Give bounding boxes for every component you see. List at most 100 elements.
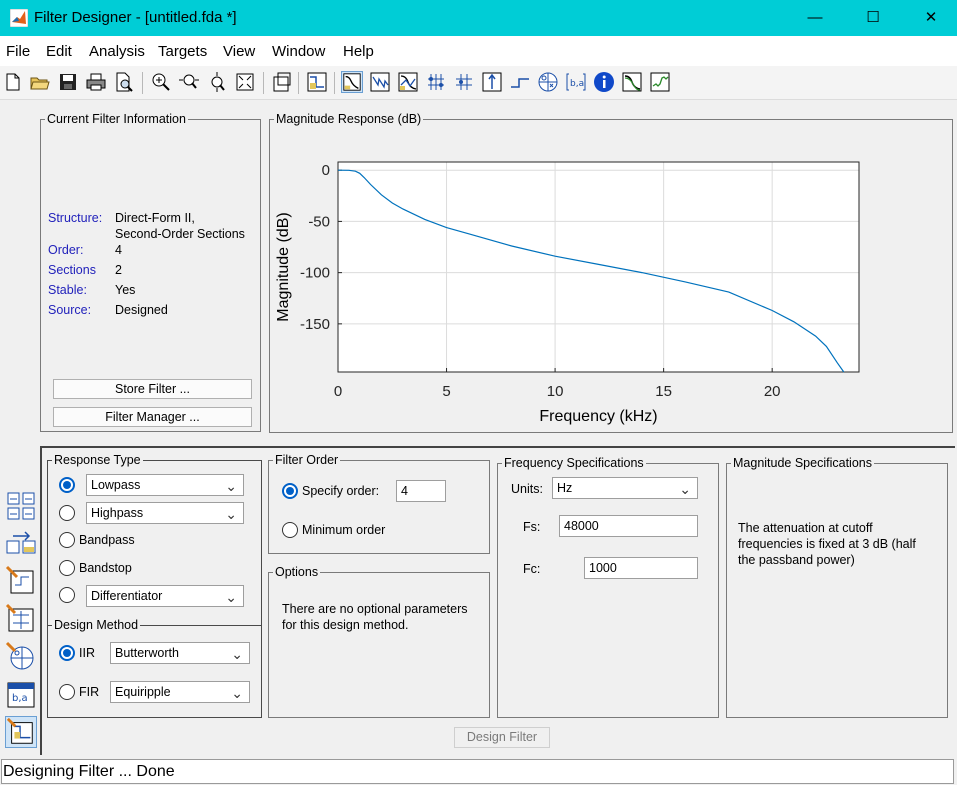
magnitude-estimate-icon[interactable] [621,71,643,93]
chevron-down-icon [225,476,237,498]
lowpass-dropdown[interactable]: Lowpass [86,474,244,496]
frequency-specs-panel: Frequency Specifications Units: Hz Fs: 4… [497,456,719,718]
order-input[interactable]: 4 [396,480,446,502]
panel-title: Magnitude Response (dB) [274,112,424,126]
minimize-button[interactable]: — [807,9,823,26]
maximize-button[interactable]: ☐ [866,9,880,26]
sidebar-coefficients-icon[interactable]: b,a [5,679,37,711]
units-dropdown[interactable]: Hz [552,477,698,499]
coefficients-icon[interactable]: b,a [565,71,587,93]
new-figure-icon[interactable] [270,71,292,93]
iir-radio[interactable] [59,645,75,661]
plot-area [337,161,860,373]
zoom-in-icon[interactable] [150,71,172,93]
iir-label[interactable]: IIR [79,646,95,660]
minimum-order-radio[interactable] [282,522,298,538]
options-panel: Options There are no optional parameters… [268,565,490,718]
highpass-radio[interactable] [59,505,75,521]
structure-value-line-2: Second-Order Sections [115,227,245,241]
magnitude-response-icon[interactable] [341,71,363,93]
fir-label[interactable]: FIR [79,685,100,699]
store-filter-button[interactable]: Store Filter ... [53,379,252,399]
bandpass-radio[interactable] [59,532,75,548]
design-filter-icon[interactable] [5,716,37,748]
sections-label: Sections [48,263,96,277]
phase-response-icon[interactable] [369,71,391,93]
filter-manager-button[interactable]: Filter Manager ... [53,407,252,427]
fir-method-value: Equiripple [115,685,171,699]
differentiator-dropdown-value: Differentiator [91,589,163,603]
print-preview-icon[interactable] [113,71,135,93]
menu-targets[interactable]: Targets [158,43,208,60]
round-off-noise-icon[interactable] [649,71,671,93]
menu-view[interactable]: View [223,43,256,60]
differentiator-radio[interactable] [59,587,75,603]
x-tick-label: 10 [547,383,564,400]
menu-analysis[interactable]: Analysis [89,43,145,60]
order-label: Order: [48,243,84,257]
options-note: There are no optional parameters [282,602,468,616]
toolbar-separator [334,72,335,94]
magnitude-response-chart[interactable]: 0 5 10 15 20 0 -50 -100 -150 Frequency (kHz) Mag… [270,128,952,432]
iir-method-value: Butterworth [115,646,179,660]
transform-filter-icon[interactable] [5,490,37,522]
fs-input[interactable]: 48000 [559,515,698,537]
lowpass-radio[interactable] [59,477,75,493]
structure-label: Structure: [48,211,103,225]
group-delay-icon[interactable] [425,71,447,93]
chevron-down-icon [231,644,243,666]
magnitude-specs-note-line-3: the passband power) [738,553,855,567]
menu-window[interactable]: Window [272,43,326,60]
zoom-x-icon[interactable] [178,71,200,93]
realize-model-icon[interactable] [5,565,37,597]
pole-zero-editor-icon[interactable] [5,641,37,673]
zoom-y-icon[interactable] [206,71,228,93]
chevron-down-icon [231,683,243,705]
full-view-icon[interactable] [234,71,256,93]
magnitude-specs-note-line-2: frequencies is fixed at 3 dB (half [738,537,916,551]
highpass-dropdown[interactable]: Highpass [86,502,244,524]
panel-title: Magnitude Specifications [731,456,874,470]
mag-phase-icon[interactable] [397,71,419,93]
close-button[interactable]: ✕ [924,9,938,26]
filter-info-icon[interactable] [593,71,615,93]
phase-delay-icon[interactable] [453,71,475,93]
y-tick-label: -100 [300,265,330,282]
import-filter-icon[interactable] [5,603,37,635]
fir-radio[interactable] [59,684,75,700]
fc-input[interactable]: 1000 [584,557,698,579]
bandpass-label[interactable]: Bandpass [79,533,135,547]
fir-method-dropdown[interactable]: Equiripple [110,681,250,703]
save-icon[interactable] [57,71,79,93]
print-icon[interactable] [85,71,107,93]
order-value: 4 [115,243,122,257]
current-filter-info-panel: Current Filter Information Structure: Di… [40,112,261,432]
create-multirate-icon[interactable] [5,527,37,559]
specify-order-radio[interactable] [282,483,298,499]
menu-file[interactable]: File [6,43,31,60]
plot-background [338,162,859,372]
bandstop-label[interactable]: Bandstop [79,561,132,575]
minimum-order-label[interactable]: Minimum order [302,523,386,537]
x-tick-label: 15 [655,383,672,400]
iir-method-dropdown[interactable]: Butterworth [110,642,250,664]
step-response-icon[interactable] [509,71,531,93]
open-icon[interactable] [29,71,51,93]
fs-label: Fs: [523,520,541,534]
toolbar-separator [298,72,299,94]
options-note-line-2: for this design method. [282,618,409,632]
x-tick-label: 5 [442,383,450,400]
filter-specs-icon[interactable] [306,71,328,93]
impulse-response-icon[interactable] [481,71,503,93]
design-filter-button[interactable]: Design Filter [454,727,550,748]
pole-zero-icon[interactable] [537,71,559,93]
new-icon[interactable] [2,71,24,93]
chevron-down-icon [225,587,237,609]
filter-order-panel: Filter Order Specify order: 4 Minimum or… [268,453,490,554]
menu-help[interactable]: Help [343,43,374,60]
structure-value: Direct-Form II, [115,211,195,225]
bandstop-radio[interactable] [59,560,75,576]
specify-order-label[interactable]: Specify order: [302,484,380,498]
menu-edit[interactable]: Edit [46,43,72,60]
differentiator-dropdown[interactable]: Differentiator [86,585,244,607]
